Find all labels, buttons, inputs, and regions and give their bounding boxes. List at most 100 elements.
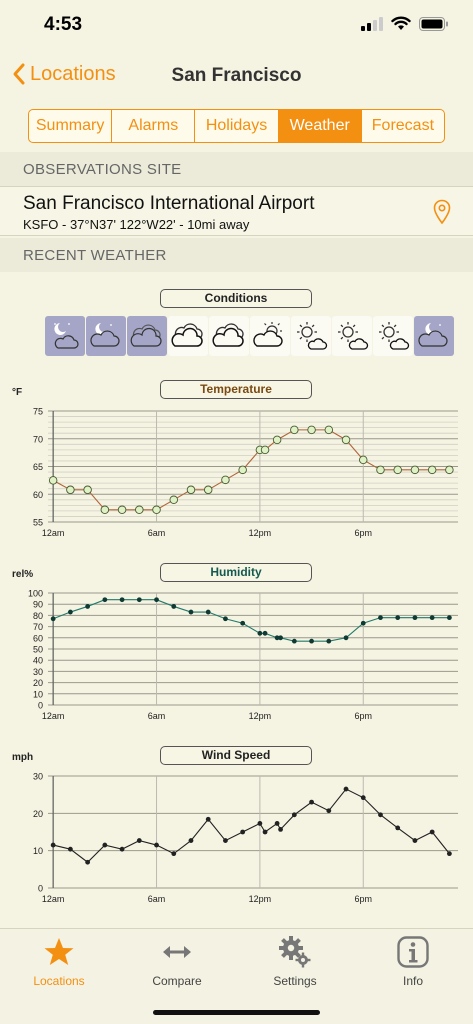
partly-sunny-icon bbox=[291, 316, 331, 356]
status-bar: 4:53 bbox=[0, 0, 473, 52]
data-point bbox=[67, 846, 73, 852]
night-partly-cloudy-icon bbox=[45, 316, 85, 356]
y-tick-label: 65 bbox=[33, 462, 43, 472]
tab-bar-label: Settings bbox=[273, 974, 317, 988]
tab-bar-label: Info bbox=[402, 974, 423, 988]
data-point bbox=[119, 846, 125, 852]
x-tick-label: 6pm bbox=[354, 711, 372, 721]
data-point bbox=[307, 425, 316, 435]
observations-site-header: OBSERVATIONS SITE bbox=[0, 152, 473, 186]
series-line bbox=[53, 788, 450, 863]
cellular-signal-icon bbox=[361, 16, 383, 31]
data-point bbox=[309, 638, 314, 644]
data-point bbox=[119, 597, 125, 603]
data-point bbox=[50, 616, 56, 622]
map-pin-icon[interactable] bbox=[433, 199, 451, 225]
partly-cloudy-day-icon bbox=[250, 316, 290, 356]
data-point bbox=[412, 615, 418, 621]
y-tick-label: 90 bbox=[33, 600, 43, 610]
temperature-chart-title: Temperature bbox=[160, 380, 312, 399]
y-axis-label: rel% bbox=[12, 569, 33, 580]
y-tick-label: 30 bbox=[33, 772, 43, 782]
x-tick-label: 6pm bbox=[354, 894, 372, 904]
data-point bbox=[278, 635, 283, 641]
data-point bbox=[278, 826, 283, 832]
data-point bbox=[291, 812, 297, 818]
data-point bbox=[395, 825, 401, 831]
data-point bbox=[169, 495, 179, 505]
humidity-chart-title: Humidity bbox=[160, 563, 312, 582]
conditions-label: Conditions bbox=[160, 289, 312, 308]
back-button[interactable]: Locations bbox=[12, 62, 116, 86]
data-point bbox=[290, 425, 299, 435]
back-button-label: Locations bbox=[30, 62, 116, 85]
tab-summary[interactable]: Summary bbox=[29, 110, 113, 142]
home-indicator bbox=[153, 1010, 320, 1015]
data-point bbox=[257, 630, 263, 636]
y-tick-label: 60 bbox=[33, 633, 43, 643]
x-tick-label: 12am bbox=[42, 711, 65, 721]
y-tick-label: 40 bbox=[33, 656, 43, 666]
data-point bbox=[48, 476, 58, 485]
wind-speed-chart-title: Wind Speed bbox=[160, 746, 312, 765]
tab-bar-info[interactable]: Info bbox=[354, 935, 472, 988]
data-point bbox=[205, 816, 211, 822]
data-point bbox=[100, 505, 110, 515]
data-point bbox=[223, 616, 228, 622]
data-point bbox=[85, 604, 91, 609]
cloudy-icon bbox=[209, 316, 249, 356]
tab-bar-settings[interactable]: Settings bbox=[236, 935, 354, 988]
tab-bar-compare[interactable]: Compare bbox=[118, 935, 236, 988]
tab-holidays[interactable]: Holidays bbox=[195, 110, 279, 142]
data-point bbox=[136, 838, 142, 843]
data-point bbox=[427, 465, 437, 475]
x-tick-label: 12pm bbox=[249, 894, 272, 904]
data-point bbox=[85, 859, 91, 865]
x-tick-label: 6am bbox=[148, 528, 166, 538]
data-point bbox=[102, 597, 108, 603]
data-point bbox=[171, 851, 177, 857]
status-icons bbox=[361, 16, 449, 31]
data-point bbox=[395, 615, 401, 621]
data-point bbox=[188, 609, 194, 615]
observation-site-name: San Francisco International Airport bbox=[23, 193, 315, 214]
data-point bbox=[376, 465, 385, 475]
data-point bbox=[154, 597, 159, 603]
y-tick-label: 55 bbox=[33, 518, 43, 528]
data-point bbox=[445, 465, 454, 475]
recent-weather-header: RECENT WEATHER bbox=[0, 238, 473, 272]
tab-weather[interactable]: Weather bbox=[278, 110, 362, 142]
y-tick-label: 10 bbox=[33, 689, 43, 699]
partly-sunny-icon bbox=[373, 316, 413, 356]
data-point bbox=[240, 620, 246, 626]
data-point bbox=[262, 829, 268, 835]
data-point bbox=[136, 597, 142, 603]
data-point bbox=[324, 425, 334, 435]
gears-icon bbox=[279, 936, 311, 968]
x-tick-label: 12am bbox=[42, 528, 65, 538]
data-point bbox=[260, 445, 270, 455]
data-point bbox=[205, 609, 211, 615]
data-point bbox=[393, 465, 402, 475]
x-tick-label: 12pm bbox=[249, 711, 272, 721]
chevron-left-icon bbox=[13, 63, 25, 85]
data-point bbox=[360, 795, 366, 801]
data-point bbox=[66, 485, 75, 495]
data-point bbox=[360, 620, 366, 626]
data-point bbox=[446, 851, 452, 857]
data-point bbox=[83, 485, 92, 495]
data-point bbox=[343, 635, 349, 641]
tab-alarms[interactable]: Alarms bbox=[112, 110, 196, 142]
data-point bbox=[67, 609, 73, 615]
data-point bbox=[272, 435, 282, 445]
observation-site-row[interactable]: San Francisco International Airport KSFO… bbox=[0, 186, 473, 236]
segmented-control: Summary Alarms Holidays Weather Forecast bbox=[28, 109, 445, 143]
tab-bar-locations[interactable]: Locations bbox=[0, 935, 118, 988]
data-point bbox=[446, 615, 452, 621]
y-tick-label: 60 bbox=[33, 490, 43, 500]
tab-forecast[interactable]: Forecast bbox=[371, 117, 435, 134]
y-tick-label: 75 bbox=[33, 407, 43, 417]
data-point bbox=[257, 821, 263, 826]
cloudy-night-icon bbox=[127, 316, 167, 356]
